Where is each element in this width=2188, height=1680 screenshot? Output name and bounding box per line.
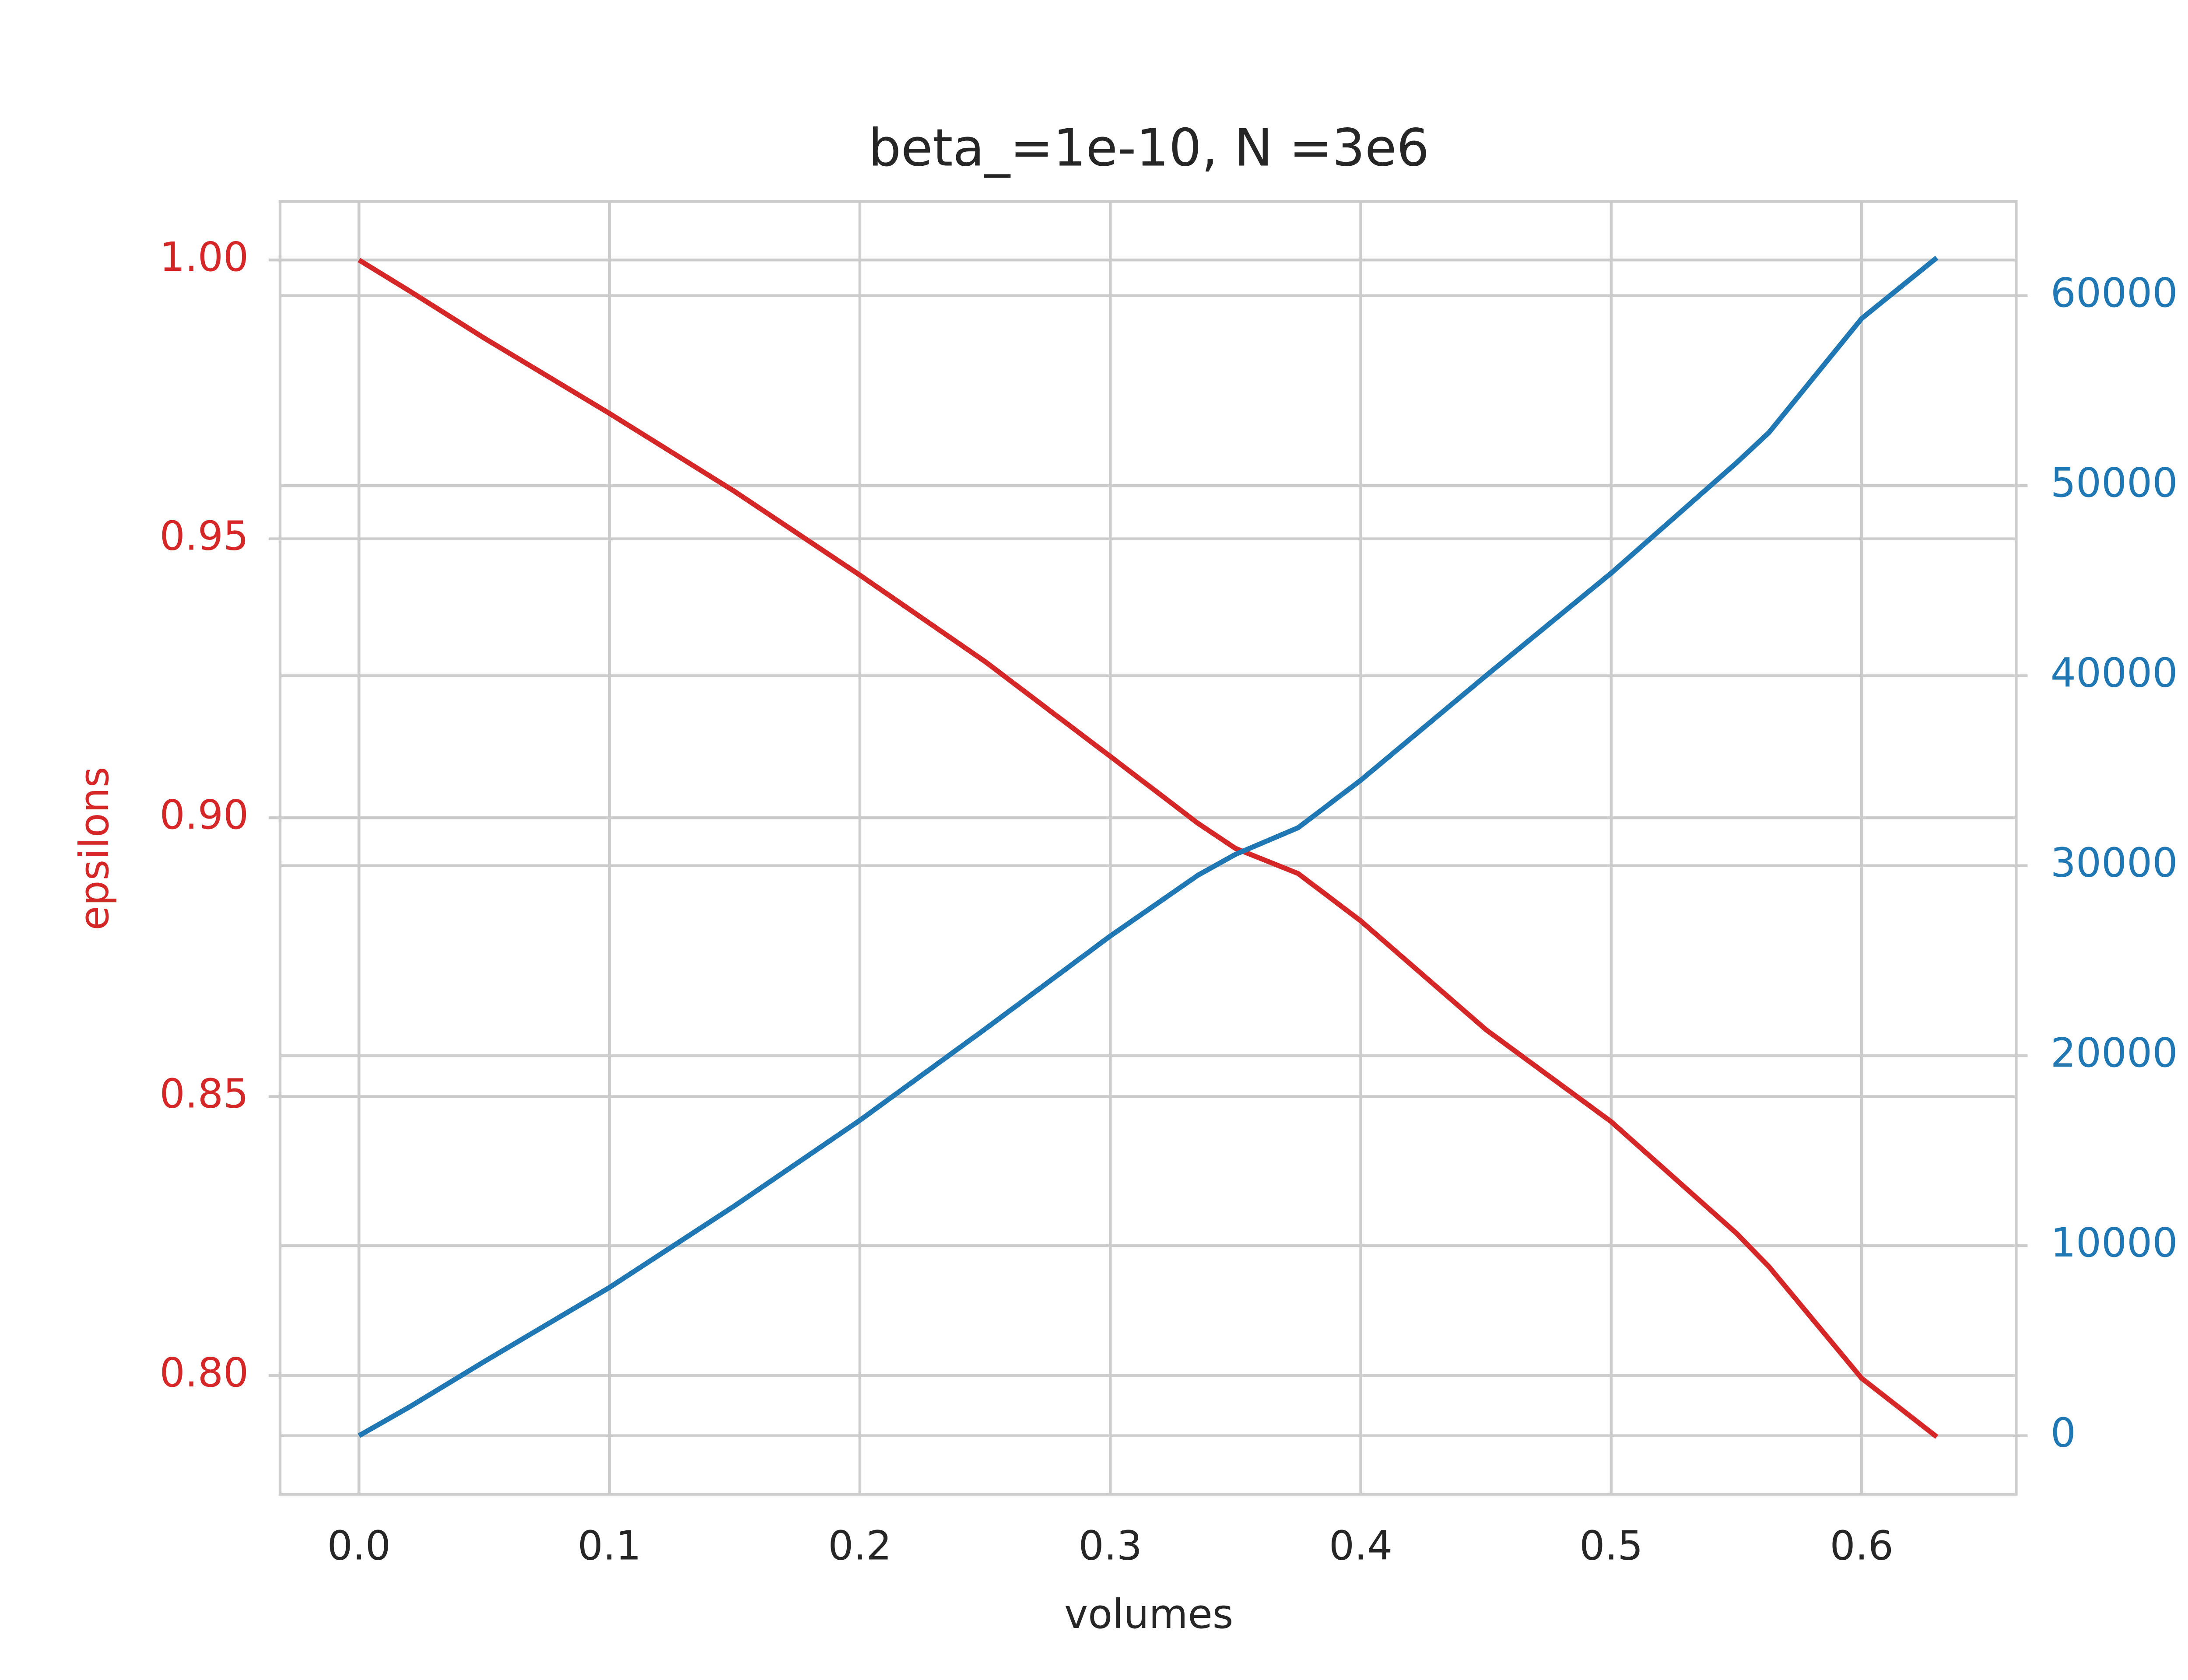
x-tick-label: 0.2 — [828, 1522, 891, 1569]
x-tick-label: 0.6 — [1830, 1522, 1893, 1569]
y2-tick-label: 0 — [2051, 1410, 2076, 1456]
y-tick-label: 0.90 — [160, 791, 249, 838]
y-tick-label: 1.00 — [160, 234, 249, 280]
chart-title: beta_=1e-10, N =3e6 — [868, 118, 1429, 178]
y-tick-label: 0.80 — [160, 1349, 249, 1396]
x-tick-label: 0.1 — [578, 1522, 641, 1569]
y-tick-label: 0.95 — [160, 513, 249, 560]
y2-tick-label: 30000 — [2051, 840, 2178, 886]
y2-tick-label: 20000 — [2051, 1029, 2178, 1076]
series-line — [358, 256, 1939, 1438]
plot-frame — [278, 200, 2018, 1496]
y2-tick-label: 40000 — [2051, 649, 2178, 696]
series-line — [358, 258, 1939, 1439]
y-tick-label: 0.85 — [160, 1070, 249, 1117]
x-tick-label: 0.4 — [1329, 1522, 1392, 1569]
x-axis-label: volumes — [1064, 1591, 1233, 1638]
y-axis-label: epsilons — [71, 767, 118, 931]
x-tick-label: 0.0 — [327, 1522, 391, 1569]
y2-tick-label: 50000 — [2051, 459, 2178, 506]
x-tick-label: 0.3 — [1079, 1522, 1142, 1569]
y2-tick-label: 60000 — [2051, 270, 2178, 316]
x-tick-label: 0.5 — [1579, 1522, 1643, 1569]
y2-tick-label: 10000 — [2051, 1219, 2178, 1266]
